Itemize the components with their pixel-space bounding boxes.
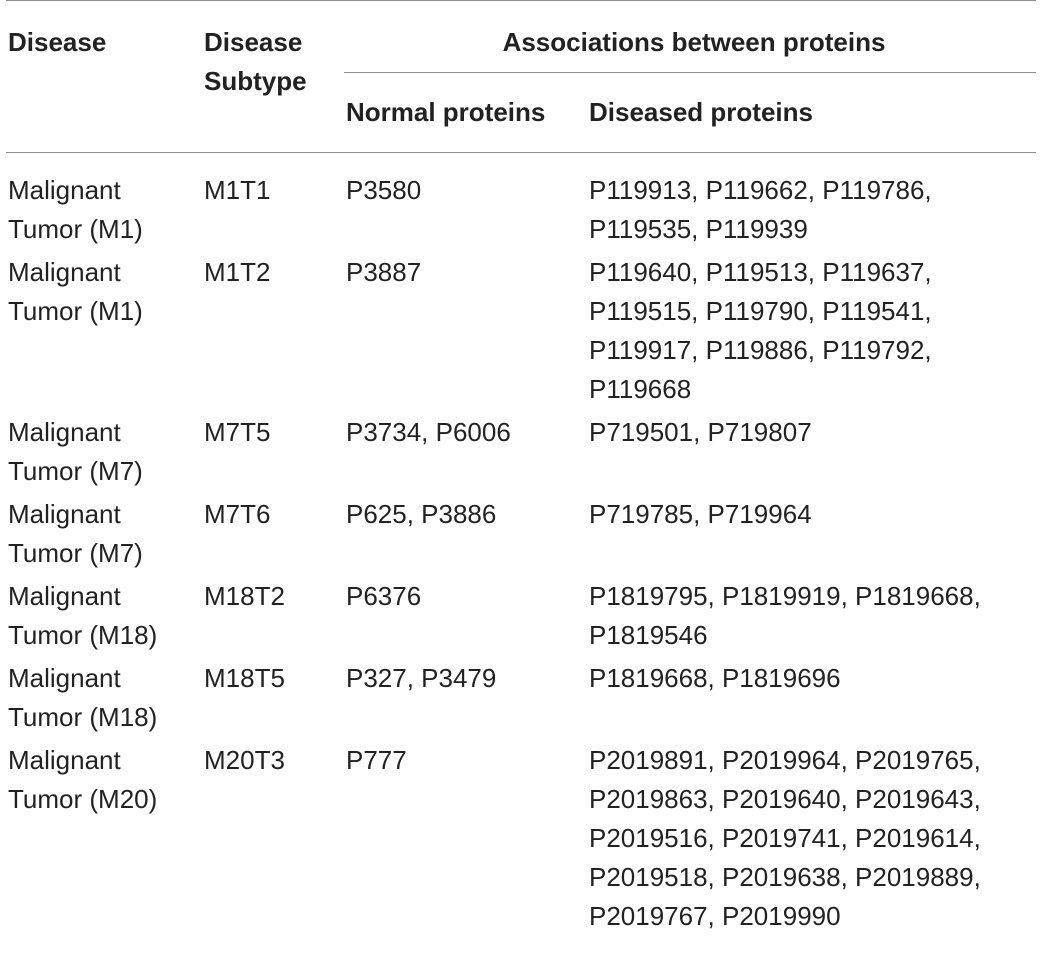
cell-normal-proteins: P6376 [346, 581, 422, 611]
disease-line1: Malignant [8, 257, 121, 287]
table-row: Malignant Tumor (M20) M20T3 P777 P2019891, P… [6, 741, 1036, 940]
header-normal-proteins-label: Normal proteins [346, 97, 546, 127]
disease-line1: Malignant [8, 745, 121, 775]
header-diseased-proteins-label: Diseased proteins [589, 97, 813, 127]
disease-line1: Malignant [8, 175, 121, 205]
cell-disease: Malignant Tumor (M7) [6, 495, 202, 577]
cell-normal-proteins: P327, P3479 [346, 663, 497, 693]
cell-normal-proteins: P3580 [346, 175, 422, 205]
diseased-proteins-line: P2019891, P2019964, P2019765, [589, 745, 981, 775]
table-row: Malignant Tumor (M1) M1T2 P3887 P119640, P11… [6, 253, 1036, 413]
diseased-proteins-line: P119917, P119886, P119792, [589, 335, 932, 365]
cell-disease: Malignant Tumor (M7) [6, 413, 202, 495]
cell-subtype: M1T1 [204, 175, 271, 205]
cell-subtype: M20T3 [204, 745, 285, 775]
cell-diseased-proteins: P2019891, P2019964, P2019765, P2019863, P… [587, 741, 1036, 940]
header-subtype-line1: Disease [204, 27, 303, 57]
diseased-proteins-line: P2019767, P2019990 [589, 901, 841, 931]
disease-line2: Tumor (M20) [8, 784, 158, 814]
disease-line2: Tumor (M1) [8, 296, 143, 326]
cell-subtype: M18T2 [204, 581, 285, 611]
diseased-proteins-line: P119515, P119790, P119541, [589, 296, 932, 326]
header-diseased-proteins: Diseased proteins [587, 72, 1036, 153]
header-disease-subtype: Disease Subtype [202, 1, 344, 153]
disease-line1: Malignant [8, 417, 121, 447]
diseased-proteins-line: P719501, P719807 [589, 417, 812, 447]
cell-subtype: M7T5 [204, 417, 271, 447]
table-header: Disease Disease Subtype Associations bet… [6, 0, 1036, 153]
cell-diseased-proteins: P719785, P719964 [587, 495, 1036, 577]
cell-subtype: M7T6 [204, 499, 271, 529]
table-row: Malignant Tumor (M7) M7T6 P625, P3886 P71978… [6, 495, 1036, 577]
protein-associations-table: Disease Disease Subtype Associations bet… [6, 0, 1036, 940]
cell-disease: Malignant Tumor (M20) [6, 741, 202, 940]
table-row: Malignant Tumor (M7) M7T5 P3734, P6006 P7195… [6, 413, 1036, 495]
disease-line2: Tumor (M7) [8, 456, 143, 486]
header-associations-label: Associations between proteins [502, 27, 886, 57]
cell-diseased-proteins: P119640, P119513, P119637, P119515, P1197… [587, 253, 1036, 413]
cell-normal-proteins: P3887 [346, 257, 422, 287]
header-row-top: Disease Disease Subtype Associations bet… [6, 0, 1036, 96]
diseased-proteins-line: P119535, P119939 [589, 214, 808, 244]
cell-disease: Malignant Tumor (M1) [6, 253, 202, 413]
table-row: Malignant Tumor (M18) M18T2 P6376 P1819795, … [6, 577, 1036, 659]
disease-line2: Tumor (M1) [8, 214, 143, 244]
cell-disease: Malignant Tumor (M18) [6, 659, 202, 741]
header-subtype-line2: Subtype [204, 66, 307, 96]
cell-diseased-proteins: P1819795, P1819919, P1819668, P1819546 [587, 577, 1036, 659]
table-body: Malignant Tumor (M1) M1T1 P3580 P119913, P11… [6, 153, 1036, 941]
cell-normal-proteins: P625, P3886 [346, 499, 497, 529]
header-normal-proteins: Normal proteins [344, 72, 587, 153]
disease-line1: Malignant [8, 663, 121, 693]
cell-subtype: M18T5 [204, 663, 285, 693]
disease-line2: Tumor (M18) [8, 620, 158, 650]
cell-disease: Malignant Tumor (M1) [6, 153, 202, 254]
header-row-sub: Normal proteins Diseased proteins [6, 72, 1036, 153]
diseased-proteins-line: P119668 [589, 374, 692, 404]
diseased-proteins-line: P119640, P119513, P119637, [589, 257, 932, 287]
disease-line1: Malignant [8, 581, 121, 611]
disease-line2: Tumor (M18) [8, 702, 158, 732]
diseased-proteins-line: P1819795, P1819919, P1819668, [589, 581, 981, 611]
disease-line2: Tumor (M7) [8, 538, 143, 568]
cell-disease: Malignant Tumor (M18) [6, 577, 202, 659]
table-row: Malignant Tumor (M18) M18T5 P327, P3479 P181… [6, 659, 1036, 741]
diseased-proteins-line: P2019518, P2019638, P2019889, [589, 862, 981, 892]
header-disease: Disease [6, 1, 202, 153]
table-row: Malignant Tumor (M1) M1T1 P3580 P119913, P11… [6, 153, 1036, 254]
header-disease-label: Disease [8, 27, 107, 57]
cell-diseased-proteins: P1819668, P1819696 [587, 659, 1036, 741]
diseased-proteins-line: P1819546 [589, 620, 708, 650]
header-associations: Associations between proteins [344, 1, 1036, 73]
diseased-proteins-line: P719785, P719964 [589, 499, 812, 529]
diseased-proteins-line: P2019516, P2019741, P2019614, [589, 823, 981, 853]
disease-line1: Malignant [8, 499, 121, 529]
diseased-proteins-line: P2019863, P2019640, P2019643, [589, 784, 981, 814]
cell-diseased-proteins: P119913, P119662, P119786, P119535, P1199… [587, 153, 1036, 254]
cell-normal-proteins: P3734, P6006 [346, 417, 511, 447]
cell-normal-proteins: P777 [346, 745, 407, 775]
diseased-proteins-line: P119913, P119662, P119786, [589, 175, 932, 205]
diseased-proteins-line: P1819668, P1819696 [589, 663, 841, 693]
cell-diseased-proteins: P719501, P719807 [587, 413, 1036, 495]
cell-subtype: M1T2 [204, 257, 271, 287]
